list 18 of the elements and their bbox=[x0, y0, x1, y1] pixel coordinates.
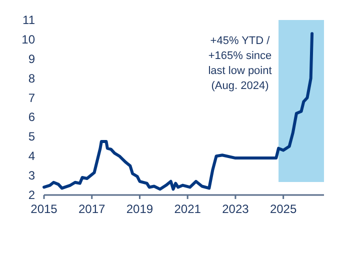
y-tick-label: 4 bbox=[28, 149, 36, 164]
x-tick-label: 2025 bbox=[270, 202, 297, 216]
x-tick-label: 2017 bbox=[78, 202, 106, 216]
x-tick-label: 2015 bbox=[30, 202, 58, 216]
y-tick-label: 8 bbox=[28, 71, 36, 86]
y-tick-label: 11 bbox=[22, 13, 36, 27]
y-tick-label: 9 bbox=[28, 52, 36, 66]
y-tick-label: 2 bbox=[28, 188, 36, 202]
y-tick-label: 7 bbox=[28, 90, 36, 105]
y-tick-label: 3 bbox=[28, 168, 36, 183]
annotation: +45% YTD / +165% since last low point (Aug. 2024) bbox=[208, 35, 272, 92]
y-tick-label: 10 bbox=[22, 32, 36, 46]
x-tick-label: 2021 bbox=[174, 202, 202, 216]
x-tick-label: 2023 bbox=[222, 202, 250, 216]
x-tick-label: 2019 bbox=[126, 202, 154, 216]
line-series bbox=[42, 32, 314, 191]
y-tick-label: 5 bbox=[28, 130, 36, 144]
y-tick-label: 6 bbox=[28, 110, 36, 124]
